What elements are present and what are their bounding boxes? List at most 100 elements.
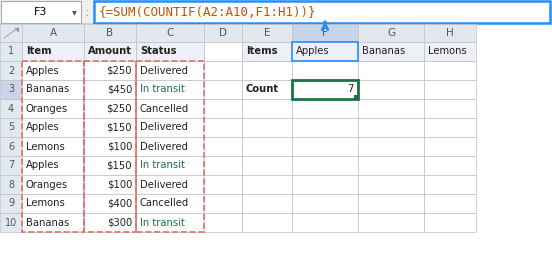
Text: 7: 7	[8, 160, 14, 171]
Bar	[424, 24, 476, 42]
Bar	[0, 213, 22, 232]
Bar	[22, 194, 84, 213]
Bar	[0, 194, 22, 213]
Bar	[136, 24, 204, 42]
Text: $450: $450	[107, 85, 132, 94]
Text: 7: 7	[348, 85, 354, 94]
Text: Amount: Amount	[88, 46, 132, 57]
Text: Status: Status	[140, 46, 177, 57]
Bar	[136, 213, 204, 232]
Bar	[22, 99, 84, 118]
Bar	[84, 194, 136, 213]
Bar	[204, 137, 242, 156]
Bar	[354, 95, 358, 99]
Text: Apples: Apples	[296, 46, 330, 57]
Text: Items: Items	[246, 46, 278, 57]
Text: $300: $300	[107, 217, 132, 228]
Text: 7: 7	[348, 85, 354, 94]
Bar	[292, 80, 358, 99]
Text: Bananas: Bananas	[26, 217, 69, 228]
Bar	[358, 61, 424, 80]
Bar	[358, 118, 424, 137]
Bar	[136, 99, 204, 118]
Bar	[358, 175, 424, 194]
Text: Delivered: Delivered	[140, 66, 188, 76]
Bar	[242, 61, 292, 80]
Bar	[292, 24, 358, 42]
Text: $250: $250	[107, 103, 132, 114]
Bar	[292, 118, 358, 137]
Bar	[242, 80, 292, 99]
Text: Apples: Apples	[26, 66, 60, 76]
Text: B: B	[107, 28, 114, 38]
Bar	[204, 118, 242, 137]
Bar	[242, 194, 292, 213]
Bar	[84, 118, 136, 137]
Text: F: F	[322, 28, 328, 38]
Bar	[358, 42, 424, 61]
Text: Lemons: Lemons	[26, 198, 65, 208]
Bar	[84, 156, 136, 175]
Bar	[22, 42, 84, 61]
Bar	[84, 137, 136, 156]
Bar	[358, 156, 424, 175]
Bar	[0, 61, 22, 80]
Bar	[358, 194, 424, 213]
Text: 1: 1	[8, 46, 14, 57]
Bar	[0, 99, 22, 118]
Bar	[358, 80, 424, 99]
Bar	[84, 61, 136, 232]
Bar	[292, 42, 358, 61]
Text: Oranges: Oranges	[26, 103, 68, 114]
Bar	[84, 61, 136, 80]
Bar	[242, 137, 292, 156]
Bar	[424, 118, 476, 137]
Bar	[242, 175, 292, 194]
Bar	[292, 175, 358, 194]
Bar	[22, 61, 84, 232]
Text: $150: $150	[107, 160, 132, 171]
Bar	[84, 42, 136, 61]
Text: Apples: Apples	[296, 46, 330, 57]
Bar	[424, 42, 476, 61]
Text: Apples: Apples	[26, 123, 60, 133]
Bar	[242, 24, 292, 42]
Text: 4: 4	[8, 103, 14, 114]
Text: Apples: Apples	[26, 160, 60, 171]
Text: Delivered: Delivered	[140, 123, 188, 133]
Bar	[0, 24, 22, 42]
Bar	[242, 118, 292, 137]
Bar	[424, 194, 476, 213]
Text: 3: 3	[8, 85, 14, 94]
Bar	[84, 213, 136, 232]
Bar	[204, 194, 242, 213]
Bar	[292, 156, 358, 175]
Text: In transit: In transit	[140, 85, 185, 94]
Bar	[94, 1, 550, 23]
Bar	[424, 156, 476, 175]
Bar	[358, 213, 424, 232]
Bar	[136, 118, 204, 137]
Text: Item: Item	[26, 46, 52, 57]
Bar	[22, 61, 84, 80]
Text: $100: $100	[107, 180, 132, 189]
Bar	[204, 42, 242, 61]
Bar	[136, 194, 204, 213]
Text: D: D	[219, 28, 227, 38]
Text: Delivered: Delivered	[140, 141, 188, 151]
Text: 5: 5	[8, 123, 14, 133]
Bar	[22, 156, 84, 175]
Bar	[0, 137, 22, 156]
Bar	[84, 99, 136, 118]
Bar	[358, 137, 424, 156]
Bar	[136, 42, 204, 61]
Bar	[136, 80, 204, 99]
Text: 8: 8	[8, 180, 14, 189]
Bar	[424, 137, 476, 156]
Bar	[0, 0, 552, 24]
Bar	[22, 24, 84, 42]
Bar	[292, 61, 358, 80]
Text: 2: 2	[8, 66, 14, 76]
Text: A: A	[50, 28, 56, 38]
Text: $400: $400	[107, 198, 132, 208]
